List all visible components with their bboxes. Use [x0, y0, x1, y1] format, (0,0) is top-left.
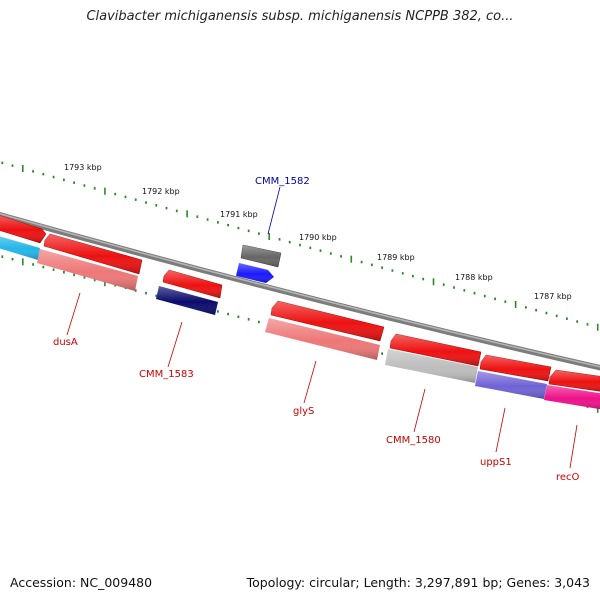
gene-feature[interactable] — [0, 235, 40, 260]
gene-label-recO[interactable]: recO — [556, 472, 580, 483]
gene-feature[interactable] — [549, 370, 600, 392]
scale-label-1791: 1791 kbp — [220, 210, 258, 219]
gene-feature[interactable] — [480, 355, 551, 381]
gene-labels: CMM_1582 dusA CMM_1583 glyS CMM_1580 upp… — [53, 176, 580, 483]
outer-tick-ring — [1, 161, 599, 331]
accession-info: Accession: NC_009480 — [10, 575, 153, 590]
scale-label-1792: 1792 kbp — [142, 187, 180, 196]
gene-label-dusA[interactable]: dusA — [53, 337, 78, 348]
gene-label-cmm1582[interactable]: CMM_1582 — [255, 176, 310, 187]
scale-labels: 1793 kbp 1792 kbp 1791 kbp 1790 kbp 1789… — [64, 163, 572, 301]
gene-label-uppS1[interactable]: uppS1 — [480, 457, 512, 468]
genome-backbone-highlight — [0, 213, 600, 368]
genome-backbone — [0, 211, 600, 371]
gene-label-glyS[interactable]: glyS — [293, 406, 314, 417]
gene-feature[interactable] — [385, 349, 478, 383]
gene-feature[interactable] — [0, 214, 46, 243]
leader-line-cmm1580 — [413, 388, 426, 433]
scale-label-1793: 1793 kbp — [64, 163, 102, 172]
leader-line-glyS — [303, 360, 317, 404]
gene-feature[interactable] — [475, 371, 547, 399]
leader-line-uppS1 — [495, 407, 506, 453]
map-title: Clavibacter michiganensis subsp. michiga… — [86, 9, 514, 24]
scale-label-1788: 1788 kbp — [455, 273, 493, 282]
scale-label-1787: 1787 kbp — [534, 292, 572, 301]
leader-line-recO — [569, 424, 578, 469]
gene-feature[interactable] — [544, 385, 600, 410]
gene-label-cmm1580[interactable]: CMM_1580 — [386, 435, 441, 446]
gene-feature[interactable] — [390, 334, 481, 366]
gene-feature[interactable] — [265, 318, 380, 360]
leader-line-cmm1582 — [267, 186, 281, 235]
gene-feature[interactable] — [37, 249, 138, 291]
forward-strand — [0, 214, 600, 392]
scale-label-1789: 1789 kbp — [377, 253, 415, 262]
gene-feature[interactable] — [163, 270, 222, 298]
scale-label-1790: 1790 kbp — [299, 233, 337, 242]
gene-feature[interactable] — [156, 286, 218, 315]
gene-feature[interactable] — [271, 301, 384, 341]
reverse-strand — [0, 235, 600, 410]
leader-line-cmm1583 — [167, 321, 183, 368]
gene-feature[interactable] — [44, 234, 142, 274]
gene-feature[interactable] — [241, 245, 281, 267]
leader-line-dusA — [66, 292, 81, 336]
topology-info: Topology: circular; Length: 3,297,891 bp… — [246, 575, 590, 590]
gene-feature[interactable] — [236, 263, 274, 283]
gene-label-cmm1583[interactable]: CMM_1583 — [139, 369, 194, 380]
